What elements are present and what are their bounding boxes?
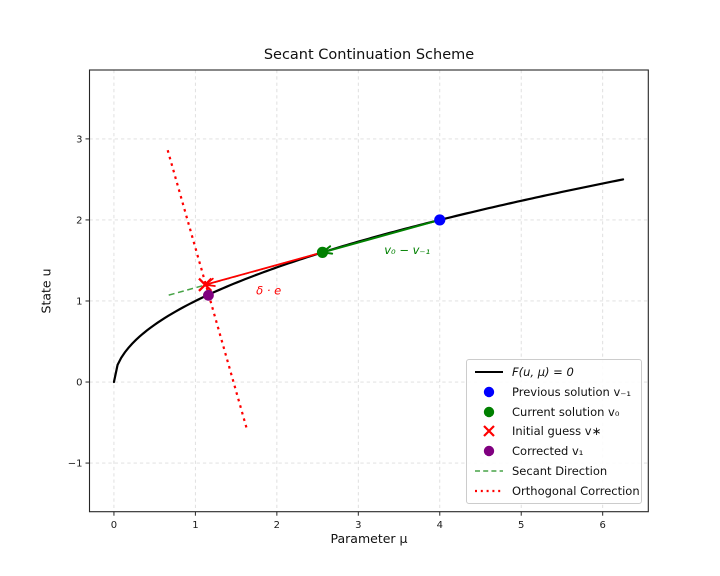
y-tick-label: −1 (68, 459, 83, 470)
legend-item-corrected: Corrected v₁ (467, 442, 641, 461)
legend-label: Corrected v₁ (512, 444, 584, 459)
y-tick-label: 0 (76, 378, 82, 389)
legend-item-orthogonal-correction: Orthogonal Correction (467, 481, 641, 500)
dot-swatch-icon (483, 446, 495, 457)
solid-line-swatch-icon (475, 370, 503, 373)
legend-label: Secant Direction (512, 464, 608, 479)
dotted-line-swatch-icon (475, 489, 503, 493)
y-axis-label: State u (38, 268, 54, 314)
y-tick-label: 2 (76, 215, 82, 226)
x-tick-label: 0 (111, 520, 117, 531)
y-tick-label: 1 (76, 296, 82, 307)
legend-label: Current solution v₀ (512, 404, 620, 419)
dashed-line-swatch-icon (475, 470, 503, 472)
legend-label: Initial guess v∗ (512, 424, 602, 439)
annotation-label: v₀ − v₋₁ (384, 243, 430, 257)
plot-border (88, 69, 649, 513)
x-tick-label: 1 (192, 520, 198, 531)
orthogonal-correction-line (166, 149, 249, 432)
legend-item-secant-direction: Secant Direction (467, 462, 641, 481)
x-tick-label: 2 (274, 520, 280, 531)
legend-item-current-solution: Current solution v₀ (467, 402, 641, 421)
legend-label: Previous solution v₋₁ (512, 384, 631, 399)
legend-item-curve: F(u, μ) = 0 (467, 362, 641, 381)
x-marker-swatch-icon (483, 425, 495, 438)
previous-solution-marker (434, 214, 446, 226)
x-axis-label: Parameter μ (330, 531, 408, 546)
initial-guess-marker (198, 277, 213, 292)
dot-swatch-icon (483, 406, 495, 417)
chart-title: Secant Continuation Scheme (263, 47, 475, 63)
dot-swatch-icon (483, 386, 495, 397)
corrected-marker (203, 289, 214, 301)
current-solution-marker (316, 246, 329, 258)
annotation-label: δ · e (256, 283, 281, 297)
legend-item-initial-guess: Initial guess v∗ (467, 422, 641, 441)
y-tick-label: 3 (76, 134, 82, 145)
legend-label: Orthogonal Correction (512, 483, 640, 498)
legend-label: F(u, μ) = 0 (512, 364, 574, 379)
x-tick-label: 5 (518, 520, 524, 531)
x-tick-label: 3 (355, 520, 361, 531)
solution-curve (112, 178, 625, 384)
x-tick-label: 6 (599, 520, 605, 531)
legend-item-previous-solution: Previous solution v₋₁ (467, 382, 641, 401)
legend: F(u, μ) = 0 Previous solution v₋₁ Curren… (466, 359, 642, 504)
correction-step-arrow-line (204, 251, 323, 286)
secant-step-arrow-line (322, 218, 441, 254)
x-tick-label: 4 (437, 520, 443, 531)
